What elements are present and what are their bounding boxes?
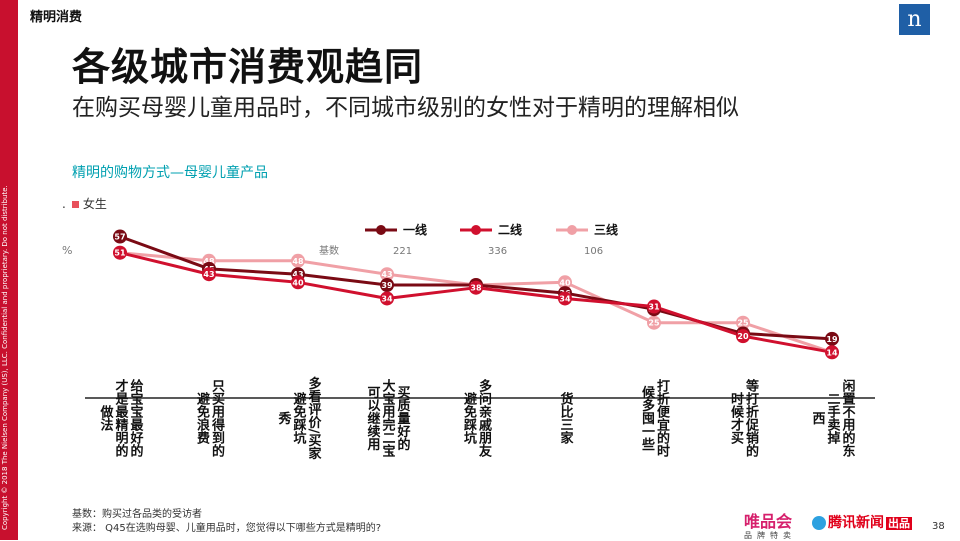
data-point-s3-6: [558, 275, 572, 290]
tencent-tag: 出品: [886, 517, 912, 530]
tencent-news-logo: 腾讯新闻 出品: [812, 512, 912, 532]
legend-marker-1: [376, 225, 386, 235]
data-label-s3-8: 25: [737, 319, 749, 328]
category-label-3-1: 秀: [276, 411, 293, 426]
category-label-1-3: 给宝宝最好的: [128, 378, 145, 458]
y-unit-label: %: [62, 244, 72, 257]
data-point-s2-5: [469, 280, 483, 295]
data-label-s3-3: 48: [292, 257, 304, 266]
page-subtitle: 在购买母婴儿童用品时，不同城市级别的女性对于精明的理解相似: [72, 95, 739, 121]
category-label-9-1: 西: [810, 412, 826, 426]
footnote-source: 来源： Q45在选购母婴、儿童用品时，您觉得以下哪些方式是精明的?: [72, 523, 382, 534]
category-label-7-2: 打折便宜的时: [654, 378, 670, 458]
legend-label-3: 三线: [594, 222, 618, 237]
gender-dot: .: [62, 197, 66, 211]
left-red-bar: [0, 0, 18, 540]
data-point-s3-8: [736, 315, 750, 330]
legend-marker-2: [471, 225, 481, 235]
data-label-s1-9: 19: [826, 335, 838, 344]
section-label: 精明消费: [30, 10, 83, 25]
data-point-s2-9: [825, 345, 839, 360]
data-label-s2-2: 43: [203, 270, 214, 279]
category-label-4-1: 可以继续用: [365, 386, 382, 452]
gender-legend: . 女生: [62, 195, 107, 212]
data-label-s2-9: 14: [826, 348, 838, 357]
category-label-8-2: 等打折促销的: [743, 378, 760, 458]
category-label-3-2: 避免踩坑: [291, 391, 307, 445]
footnote-base: 基数：购买过各品类的受访者: [72, 509, 202, 520]
data-label-s1-1: 57: [114, 233, 125, 242]
category-label-4-2: 大宝用完二宝: [380, 378, 397, 458]
category-label-5-2: 多问亲戚朋友: [476, 378, 493, 458]
legend-marker-3: [567, 225, 577, 235]
vip-brand-logo: 唯品会 品牌特卖: [744, 508, 796, 541]
base-value-1: 221: [393, 246, 412, 257]
data-label-s3-2: 48: [203, 257, 215, 266]
data-label-s2-8: 20: [737, 332, 749, 341]
legend-label-1: 一线: [403, 222, 427, 237]
category-label-5-1: 避免踩坑: [461, 391, 477, 445]
series-line-3: [119, 251, 833, 354]
tencent-brand-name: 腾讯新闻: [828, 515, 884, 531]
category-label-1-1: 做法: [98, 404, 115, 432]
tencent-icon: [812, 516, 826, 530]
base-value-2: 336: [488, 246, 507, 257]
data-label-s2-4: 34: [381, 294, 393, 303]
data-label-s2-3: 40: [292, 278, 304, 287]
gender-label: 女生: [82, 197, 107, 211]
data-label-s3-4: 43: [381, 270, 392, 279]
category-label-1-2: 才是最精明的: [113, 378, 130, 458]
category-label-9-2: 二手卖掉: [825, 392, 841, 445]
data-point-s3-4: [380, 267, 394, 282]
data-point-s3-7: [647, 315, 661, 330]
data-point-s2-7: [647, 299, 661, 314]
page-title: 各级城市消费观趋同: [72, 45, 424, 89]
category-label-4-3: 买质量好的: [395, 386, 412, 452]
data-point-s3-3: [291, 253, 305, 268]
data-label-s2-1: 51: [114, 249, 126, 258]
chart-title: 精明的购物方式—母婴儿童产品: [72, 165, 268, 181]
data-point-s2-8: [736, 329, 750, 344]
data-point-s2-4: [380, 291, 394, 306]
data-point-s1-4: [380, 278, 394, 292]
data-label-s3-7: 25: [648, 319, 660, 328]
vip-brand-name: 唯品会: [744, 512, 793, 531]
base-label: 基数: [319, 244, 339, 257]
data-point-s1-9: [825, 331, 839, 346]
legend-label-2: 二线: [498, 222, 522, 237]
gender-swatch: [71, 201, 79, 208]
category-label-2-2: 只买用得到的: [209, 379, 226, 458]
page-number: 38: [932, 521, 945, 532]
category-label-7-1: 候多囤一些: [639, 385, 655, 452]
data-point-s2-1: [113, 245, 127, 260]
data-label-s2-5: 38: [470, 284, 482, 293]
data-label-s3-6: 40: [559, 278, 571, 287]
nielsen-logo: n: [899, 4, 930, 35]
data-point-s2-3: [291, 275, 305, 290]
data-point-s2-2: [202, 267, 216, 282]
series-line-2: [119, 251, 833, 354]
category-label-8-1: 时候才买: [728, 391, 744, 445]
category-label-2-1: 避免浪费: [194, 391, 210, 445]
data-point-s2-6: [558, 291, 572, 306]
category-label-3-3: 多看评价/买家: [306, 376, 322, 461]
category-label-9-3: 闲置不用的东: [840, 379, 857, 458]
vip-brand-sub: 品牌特卖: [744, 531, 796, 540]
data-label-s1-3: 43: [292, 270, 303, 279]
data-label-s2-6: 34: [559, 294, 571, 303]
data-label-s1-4: 39: [381, 281, 393, 290]
data-point-s1-1: [113, 229, 127, 244]
base-value-3: 106: [584, 246, 603, 257]
data-label-s2-7: 31: [648, 303, 660, 312]
category-label-6-1: 货比三家: [558, 391, 574, 445]
